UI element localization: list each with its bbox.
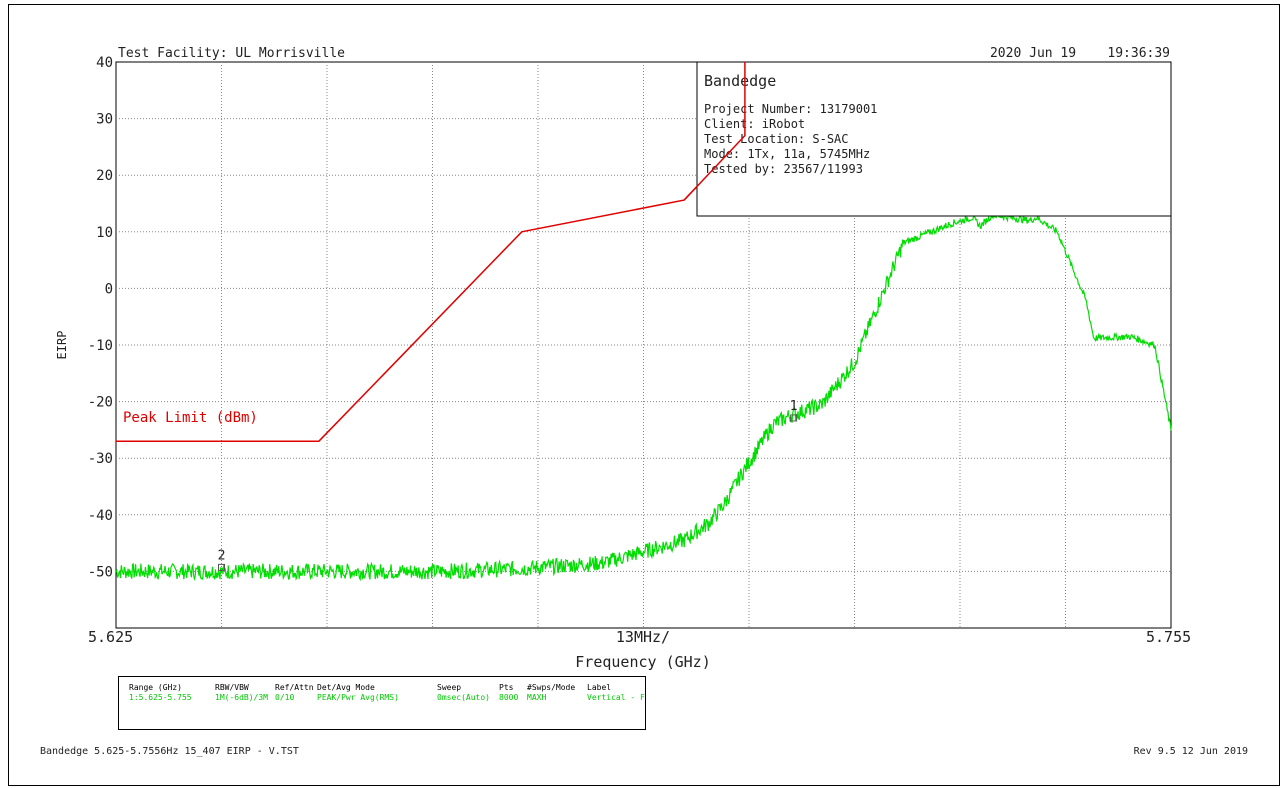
info-line: Tested by: 23567/11993 — [704, 162, 863, 176]
settings-header: Sweep — [437, 683, 462, 692]
footer-left: Bandedge 5.625-5.7556Hz 15_407 EIRP - V.… — [40, 746, 299, 757]
settings-header: Pts — [499, 683, 514, 692]
settings-value: 1:5.625-5.755 — [129, 693, 192, 702]
settings-table: Range (GHz) RBW/VBW Ref/Attn Det/Avg Mod… — [118, 676, 646, 730]
y-tick-label: -10 — [88, 338, 113, 354]
settings-header: Range (GHz) — [129, 683, 182, 692]
y-tick-label: 30 — [96, 112, 113, 128]
info-box-border — [696, 61, 1172, 217]
info-line: Client: iRobot — [704, 117, 805, 131]
y-tick-label: -20 — [88, 395, 113, 411]
markers: 21 — [218, 399, 798, 571]
info-line: Project Number: 13179001 — [704, 102, 877, 116]
peak-limit-legend: Peak Limit (dBm) — [123, 410, 258, 426]
info-line: Mode: 1Tx, 11a, 5745MHz — [704, 147, 870, 161]
marker-label: 1 — [790, 399, 798, 414]
y-tick-labels: 40 30 20 10 0 -10 -20 -30 -40 -50 — [88, 55, 113, 580]
x-axis-label: Frequency (GHz) — [575, 653, 710, 671]
settings-value: Vertical - F — [587, 693, 645, 702]
facility-label: Test Facility: UL Morrisville — [118, 46, 345, 61]
plot-frame — [8, 4, 1280, 786]
info-box: Bandedge Project Number: 13179001 Client… — [696, 61, 1172, 217]
y-tick-label: 10 — [96, 225, 113, 241]
settings-header: Det/Avg Mode — [317, 683, 375, 692]
y-tick-label: 20 — [96, 168, 113, 184]
info-line: Test Location: S-SAC — [704, 132, 849, 146]
datetime-label: 2020 Jun 19 19:36:39 — [990, 46, 1170, 61]
y-tick-label: 40 — [96, 55, 113, 71]
y-tick-label: -30 — [88, 451, 113, 467]
peak-limit-line-overlay — [683, 62, 746, 201]
settings-header: Ref/Attn — [275, 683, 314, 692]
info-box-title: Bandedge — [704, 72, 776, 90]
settings-value: PEAK/Pwr Avg(RMS) — [317, 693, 399, 702]
settings-header: Label — [587, 683, 612, 692]
settings-value: 0/10 — [275, 693, 295, 702]
marker-point — [790, 414, 798, 422]
x-end-label: 5.755 — [1146, 628, 1191, 646]
settings-value: 1M(-6dB)/3M — [215, 693, 268, 702]
y-tick-label: -40 — [88, 508, 113, 524]
settings-value: 8000 — [499, 693, 519, 702]
y-tick-label: -50 — [88, 564, 113, 580]
settings-value: MAXH — [527, 693, 547, 702]
marker-label: 2 — [218, 548, 226, 563]
settings-header: #Swps/Mode — [527, 683, 576, 692]
x-start-label: 5.625 — [88, 628, 133, 646]
x-division-label: 13MHz/ — [616, 628, 670, 646]
settings-header: RBW/VBW — [215, 683, 249, 692]
y-tick-label: 0 — [105, 281, 113, 297]
settings-value: 0msec(Auto) — [437, 693, 490, 702]
y-axis-label: EIRP — [55, 331, 69, 360]
marker-point — [218, 563, 225, 571]
footer-right: Rev 9.5 12 Jun 2019 — [1134, 746, 1248, 757]
